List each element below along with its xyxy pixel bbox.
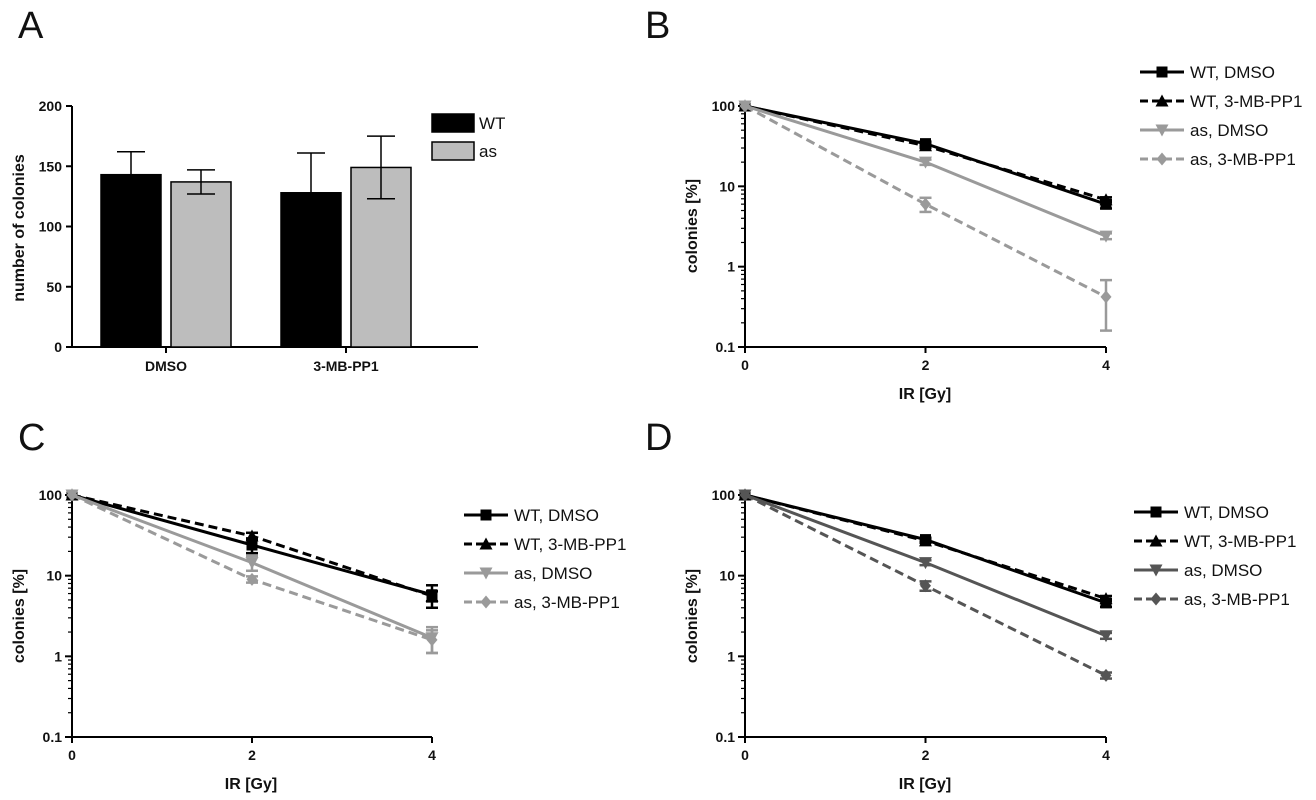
line-chart-panel-d: colonies [%] IR [Gy] 100 10 1 0.1 0 2 4 WT, DMS… xyxy=(684,487,1296,793)
legend-marker xyxy=(479,567,493,580)
x-tick-label: 0 xyxy=(741,747,749,763)
data-point xyxy=(1099,630,1113,643)
legend-marker xyxy=(480,595,492,609)
data-point xyxy=(919,557,932,570)
y-tick-label: 1 xyxy=(727,648,735,664)
data-point xyxy=(66,488,78,502)
legend-marker xyxy=(1155,124,1169,137)
y-tick-label: 0.1 xyxy=(716,729,736,745)
data-point xyxy=(245,557,259,570)
series-line xyxy=(744,104,1107,206)
line-chart-panel-b: colonies [%] IR [Gy] 100 10 1 0.1 0 2 4 WT, DMS… xyxy=(684,63,1302,403)
x-tick-label: 4 xyxy=(1102,357,1110,373)
y-tick-label: 100 xyxy=(712,487,736,503)
y-tick-label: 100 xyxy=(712,98,736,114)
data-point xyxy=(1099,193,1113,206)
legend-marker xyxy=(479,537,493,550)
legend-label: as xyxy=(479,142,497,161)
y-tick-label: 0 xyxy=(54,339,62,355)
x-tick-label: 0 xyxy=(741,357,749,373)
panel-label-b: B xyxy=(645,5,670,47)
legend-label: as, DMSO xyxy=(1184,561,1262,580)
data-point xyxy=(425,589,439,602)
y-tick-label: 50 xyxy=(46,279,62,295)
series-line xyxy=(744,104,1107,238)
data-point xyxy=(739,488,751,502)
bar-chart-panel-a: number of colonies 0 50 100 150 200 DMSO 3-MB-… xyxy=(11,98,505,374)
legend-label: as, 3-MB-PP1 xyxy=(1190,150,1296,169)
data-point xyxy=(426,633,438,647)
panel-label-a: A xyxy=(18,5,44,47)
legend-swatch xyxy=(431,141,475,161)
y-tick-label: 10 xyxy=(719,568,735,584)
legend-label: as, 3-MB-PP1 xyxy=(1184,590,1290,609)
y-axis-label: colonies [%] xyxy=(684,179,701,273)
y-tick-label: 10 xyxy=(719,178,735,194)
data-point xyxy=(919,139,932,152)
y-tick-label: 200 xyxy=(39,98,63,114)
y-tick-label: 1 xyxy=(727,259,735,275)
series-line xyxy=(744,104,1107,299)
data-point xyxy=(245,529,259,542)
legend-marker xyxy=(1150,592,1162,606)
bar xyxy=(100,173,162,348)
y-tick-label: 100 xyxy=(39,487,63,503)
y-tick-label: 100 xyxy=(39,219,63,235)
legend-label: WT, DMSO xyxy=(1184,503,1269,522)
legend-marker xyxy=(480,509,492,521)
data-point xyxy=(246,572,258,586)
legend-marker xyxy=(1155,94,1169,107)
y-tick-label: 150 xyxy=(39,158,63,174)
x-tick-label: DMSO xyxy=(145,358,187,374)
data-point xyxy=(739,99,751,113)
legend-marker xyxy=(1150,506,1162,518)
y-tick-label: 0.1 xyxy=(43,729,63,745)
y-axis-label: colonies [%] xyxy=(684,569,701,663)
legend-marker xyxy=(1156,152,1168,166)
panel-label-d: D xyxy=(645,417,672,459)
data-point xyxy=(1099,592,1113,605)
y-tick-label: 1 xyxy=(54,648,62,664)
x-axis-label: IR [Gy] xyxy=(899,386,951,403)
legend-marker xyxy=(1156,66,1168,78)
legend-label: as, DMSO xyxy=(514,564,592,583)
legend-label: WT, DMSO xyxy=(514,506,599,525)
x-tick-label: 4 xyxy=(1102,747,1110,763)
legend-label: WT, 3-MB-PP1 xyxy=(1184,532,1296,551)
legend-marker xyxy=(1149,564,1163,577)
data-point xyxy=(920,197,931,211)
x-tick-label: 3-MB-PP1 xyxy=(313,358,379,374)
x-tick-label: 2 xyxy=(922,747,930,763)
y-tick-label: 10 xyxy=(46,568,62,584)
data-point xyxy=(246,539,258,551)
data-point xyxy=(1100,290,1112,304)
data-point xyxy=(1100,668,1112,682)
x-tick-label: 2 xyxy=(922,357,930,373)
legend-label: WT xyxy=(479,114,505,133)
x-tick-label: 0 xyxy=(68,747,76,763)
line-chart-panel-c: colonies [%] IR [Gy] 100 10 1 0.1 0 2 4 WT, DMS… xyxy=(11,487,626,793)
x-axis-label: IR [Gy] xyxy=(899,776,951,793)
legend-label: WT, DMSO xyxy=(1190,63,1275,82)
data-point xyxy=(919,534,932,547)
y-tick-label: 0.1 xyxy=(716,339,736,355)
y-axis-label: number of colonies xyxy=(11,154,28,302)
legend-label: WT, 3-MB-PP1 xyxy=(1190,92,1302,111)
data-point xyxy=(919,156,932,169)
x-tick-label: 2 xyxy=(248,747,256,763)
y-axis-label: colonies [%] xyxy=(11,569,28,663)
bar xyxy=(170,181,232,348)
legend-label: as, 3-MB-PP1 xyxy=(514,593,620,612)
data-point xyxy=(1099,230,1113,243)
legend-label: WT, 3-MB-PP1 xyxy=(514,535,626,554)
x-axis-label: IR [Gy] xyxy=(225,776,277,793)
legend-swatch xyxy=(431,113,475,133)
legend-label: as, DMSO xyxy=(1190,121,1268,140)
panel-label-c: C xyxy=(18,417,45,459)
x-tick-label: 4 xyxy=(428,747,436,763)
data-point xyxy=(920,579,931,593)
legend-marker xyxy=(1149,534,1163,547)
